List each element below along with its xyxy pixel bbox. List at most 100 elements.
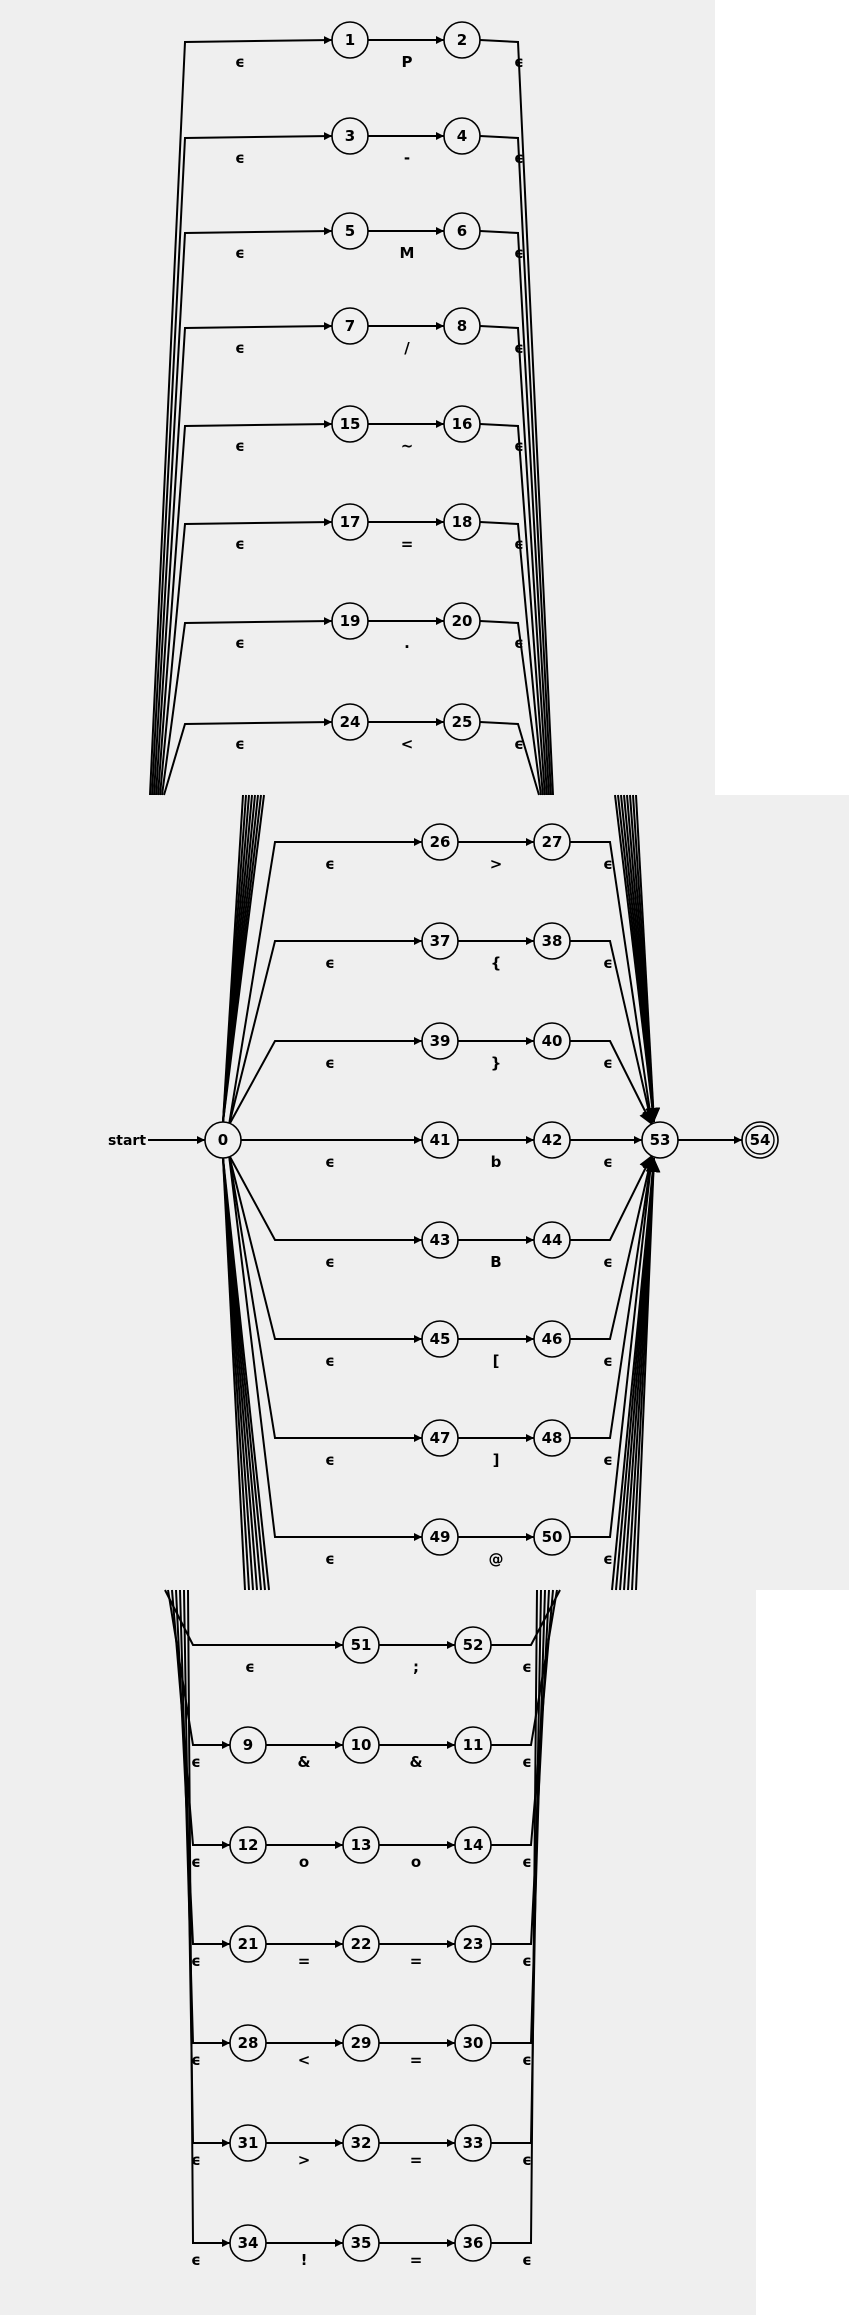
symbol-label-top-5: = — [401, 535, 414, 553]
epsilon-out-top-0 — [479, 39, 554, 796]
epsilon-label-top-in-5: ϵ — [235, 535, 245, 553]
epsilon-label-bottom-in-5: ϵ — [191, 2251, 201, 2269]
state-29-circle — [342, 2024, 380, 2062]
symbol-label-bottom-1-a: o — [299, 1853, 309, 1871]
state-35-circle — [342, 2224, 380, 2262]
symbol-label-top-7: < — [401, 735, 414, 753]
epsilon-in-top-1 — [151, 132, 333, 796]
epsilon-out-top-5 — [479, 521, 544, 796]
state-25-circle — [443, 703, 481, 741]
epsilon-bundle-down-6 — [222, 1157, 270, 1591]
epsilon-out-top-1 — [479, 135, 552, 796]
state-35-label: 35 — [351, 2234, 372, 2252]
epsilon-in-mid-1 — [228, 937, 422, 1126]
state-31-circle — [229, 2124, 267, 2162]
state-4-circle — [443, 117, 481, 155]
state-48-label: 48 — [542, 1429, 563, 1447]
epsilon-label-mid-out-2: ϵ — [603, 1054, 613, 1072]
epsilon-label-mid-in-3: ϵ — [325, 1153, 335, 1171]
state-48-circle — [533, 1419, 571, 1457]
epsilon-label-top-out-0: ϵ — [514, 53, 524, 71]
state-3-circle — [331, 117, 369, 155]
state-46-circle — [533, 1320, 571, 1358]
state-50-label: 50 — [542, 1528, 563, 1546]
state-53-label: 53 — [650, 1131, 671, 1149]
epsilon-in-top-3 — [155, 322, 333, 796]
symbol-label-mid-0: > — [490, 855, 503, 873]
epsilon-out-bottom-2 — [491, 1589, 550, 1945]
epsilon-label-mid-in-5: ϵ — [325, 1352, 335, 1370]
state-32-label: 32 — [351, 2134, 372, 2152]
epsilon-label-top-out-4: ϵ — [514, 437, 524, 455]
epsilon-label-mid-out-6: ϵ — [603, 1451, 613, 1469]
state-20-circle — [443, 602, 481, 640]
epsilon-label-top-in-0: ϵ — [235, 53, 245, 71]
state-13-label: 13 — [351, 1836, 372, 1854]
state-39-label: 39 — [430, 1032, 451, 1050]
state-39-circle — [421, 1022, 459, 1060]
symbol-label-mid-5: [ — [493, 1352, 500, 1370]
state-11-label: 11 — [463, 1736, 484, 1754]
state-21-circle — [229, 1925, 267, 1963]
state-46-label: 46 — [542, 1330, 563, 1348]
epsilon-in-top-2 — [153, 227, 333, 796]
state-53-circle — [641, 1121, 679, 1159]
symbol-label-bottom-0-b: & — [409, 1753, 422, 1771]
symbol-label-top-1: - — [404, 149, 410, 167]
state-1-circle — [331, 21, 369, 59]
state-47-circle — [421, 1419, 459, 1457]
epsilon-out-mid-6 — [570, 1154, 657, 1439]
state-7-label: 7 — [345, 317, 355, 335]
state-52-label: 52 — [463, 1636, 484, 1654]
symbol-label-bottom-single: ; — [413, 1658, 419, 1676]
state-9-circle — [229, 1726, 267, 1764]
state-27-circle — [533, 823, 571, 861]
epsilon-label-top-in-2: ϵ — [235, 244, 245, 262]
epsilon-out-mid-7 — [570, 1154, 658, 1538]
epsilon-label-mid-in-0: ϵ — [325, 855, 335, 873]
state-43-circle — [421, 1221, 459, 1259]
state-10-label: 10 — [351, 1736, 372, 1754]
state-42-circle — [533, 1121, 571, 1159]
epsilon-label-mid-out-5: ϵ — [603, 1352, 613, 1370]
symbol-label-mid-4: B — [490, 1253, 501, 1271]
transitions — [148, 36, 742, 2247]
epsilon-label-bottom-out-5: ϵ — [522, 2251, 532, 2269]
state-33-label: 33 — [463, 2134, 484, 2152]
symbol-label-bottom-2-b: = — [410, 1952, 423, 1970]
epsilon-in-top-5 — [159, 518, 333, 796]
epsilon-out-top-4 — [479, 423, 546, 796]
state-28-label: 28 — [238, 2034, 259, 2052]
state-41-circle — [421, 1121, 459, 1159]
state-19-label: 19 — [340, 612, 361, 630]
epsilon-label-mid-out-4: ϵ — [603, 1253, 613, 1271]
state-34-circle — [229, 2224, 267, 2262]
state-36-label: 36 — [463, 2234, 484, 2252]
epsilon-label-mid-in-1: ϵ — [325, 954, 335, 972]
symbol-label-bottom-2-a: = — [298, 1952, 311, 1970]
symbol-label-bottom-0-a: & — [297, 1753, 310, 1771]
epsilon-label-mid-out-1: ϵ — [603, 954, 613, 972]
epsilon-label-mid-in-2: ϵ — [325, 1054, 335, 1072]
symbol-label-bottom-5-b: = — [410, 2251, 423, 2269]
symbol-label-top-6: . — [404, 634, 410, 652]
epsilon-out-bottom-5 — [491, 1589, 538, 2244]
state-17-label: 17 — [340, 513, 361, 531]
state-38-circle — [533, 922, 571, 960]
epsilon-label-bottom-single-in: ϵ — [245, 1658, 255, 1676]
state-22-circle — [342, 1925, 380, 1963]
epsilon-in-mid-5 — [228, 1154, 422, 1343]
state-8-circle — [443, 307, 481, 345]
epsilon-label-top-out-1: ϵ — [514, 149, 524, 167]
epsilon-label-top-in-3: ϵ — [235, 339, 245, 357]
state-37-circle — [421, 922, 459, 960]
state-14-circle — [454, 1826, 492, 1864]
state-28-circle — [229, 2024, 267, 2062]
state-51-label: 51 — [351, 1636, 372, 1654]
state-18-label: 18 — [452, 513, 473, 531]
state-42-label: 42 — [542, 1131, 563, 1149]
symbol-label-bottom-4-a: > — [298, 2151, 311, 2169]
state-40-circle — [533, 1022, 571, 1060]
